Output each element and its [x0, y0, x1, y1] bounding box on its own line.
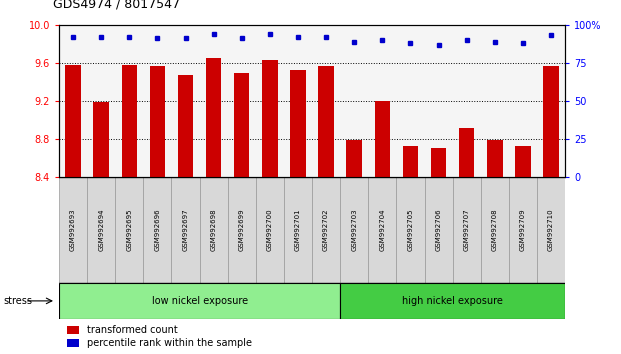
Text: GSM992701: GSM992701 [295, 209, 301, 251]
Bar [340, 177, 368, 283]
Bar [290, 70, 306, 177]
Bar [178, 75, 193, 177]
Text: stress: stress [3, 296, 32, 306]
Text: transformed count: transformed count [87, 325, 178, 335]
Bar [93, 102, 109, 177]
Bar [453, 177, 481, 283]
Bar [431, 148, 446, 177]
Bar [199, 177, 228, 283]
Text: GSM992702: GSM992702 [323, 209, 329, 251]
Bar [116, 177, 143, 283]
Bar [59, 177, 87, 283]
Text: high nickel exposure: high nickel exposure [402, 296, 503, 306]
Bar [403, 145, 418, 177]
Bar [487, 140, 502, 177]
Text: GSM992706: GSM992706 [435, 209, 442, 251]
Bar [374, 101, 390, 177]
Bar [459, 127, 474, 177]
Bar [65, 65, 81, 177]
Bar [256, 177, 284, 283]
Text: GSM992696: GSM992696 [155, 209, 160, 251]
Text: GSM992693: GSM992693 [70, 209, 76, 251]
Bar [509, 177, 537, 283]
Text: GSM992705: GSM992705 [407, 209, 414, 251]
Text: GSM992707: GSM992707 [464, 209, 469, 251]
Bar [171, 177, 199, 283]
Bar [312, 177, 340, 283]
Bar [284, 177, 312, 283]
Bar [143, 177, 171, 283]
Bar [150, 66, 165, 177]
Bar [66, 326, 79, 333]
Bar [262, 60, 278, 177]
Bar [396, 177, 425, 283]
Bar [234, 73, 250, 177]
Bar [368, 177, 396, 283]
Text: percentile rank within the sample: percentile rank within the sample [87, 338, 252, 348]
Bar [425, 177, 453, 283]
Bar [122, 65, 137, 177]
Text: GSM992698: GSM992698 [211, 209, 217, 251]
Bar [515, 145, 531, 177]
Text: GSM992694: GSM992694 [98, 209, 104, 251]
Text: GSM992695: GSM992695 [126, 209, 132, 251]
Bar [87, 177, 116, 283]
Bar [543, 66, 559, 177]
Bar [206, 58, 221, 177]
Bar [481, 177, 509, 283]
Bar [59, 283, 340, 319]
Text: GSM992700: GSM992700 [267, 209, 273, 251]
Text: GSM992699: GSM992699 [238, 209, 245, 251]
Bar [347, 140, 362, 177]
Bar [228, 177, 256, 283]
Bar [66, 339, 79, 347]
Bar [537, 177, 565, 283]
Text: GSM992704: GSM992704 [379, 209, 386, 251]
Text: GSM992697: GSM992697 [183, 209, 189, 251]
Text: GDS4974 / 8017547: GDS4974 / 8017547 [53, 0, 180, 11]
Text: GSM992709: GSM992709 [520, 209, 526, 251]
Text: low nickel exposure: low nickel exposure [152, 296, 248, 306]
Text: GSM992708: GSM992708 [492, 209, 498, 251]
Text: GSM992710: GSM992710 [548, 209, 554, 251]
Bar [319, 66, 334, 177]
Bar [340, 283, 565, 319]
Text: GSM992703: GSM992703 [351, 209, 357, 251]
